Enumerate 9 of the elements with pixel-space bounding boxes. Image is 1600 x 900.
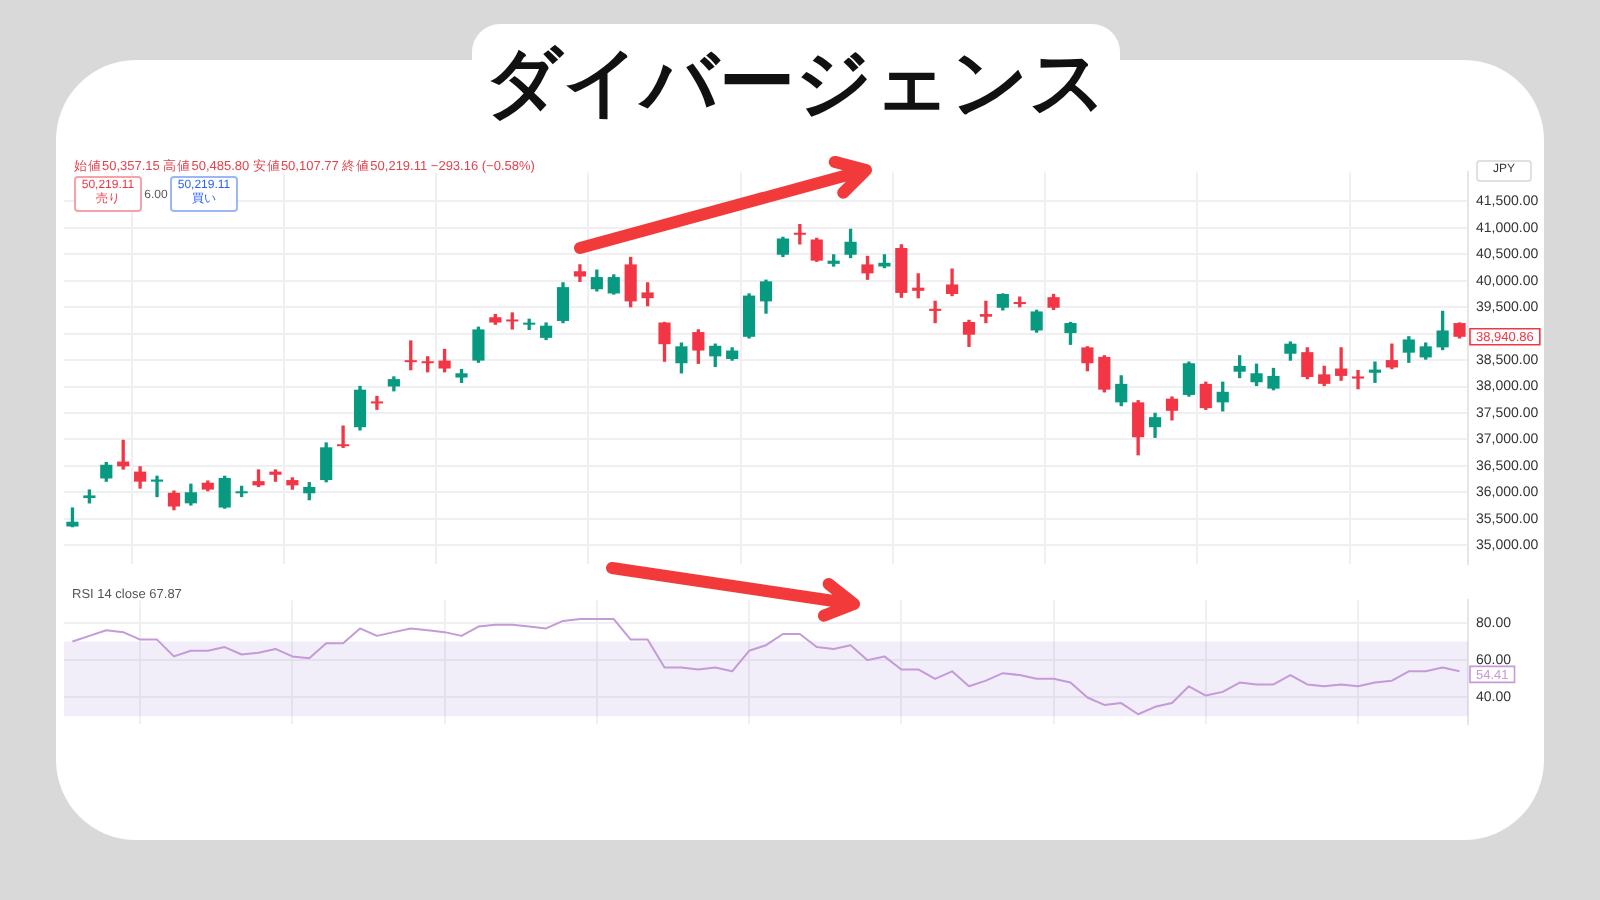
chart-title: ダイバージェンス [472,24,1120,140]
candlestick [929,300,942,324]
candlestick [337,425,350,448]
candlestick [1368,361,1382,383]
candlestick [1335,347,1348,381]
candlestick [370,395,384,410]
candlestick [150,475,164,498]
candlestick [979,300,992,324]
candlestick [1351,369,1365,390]
